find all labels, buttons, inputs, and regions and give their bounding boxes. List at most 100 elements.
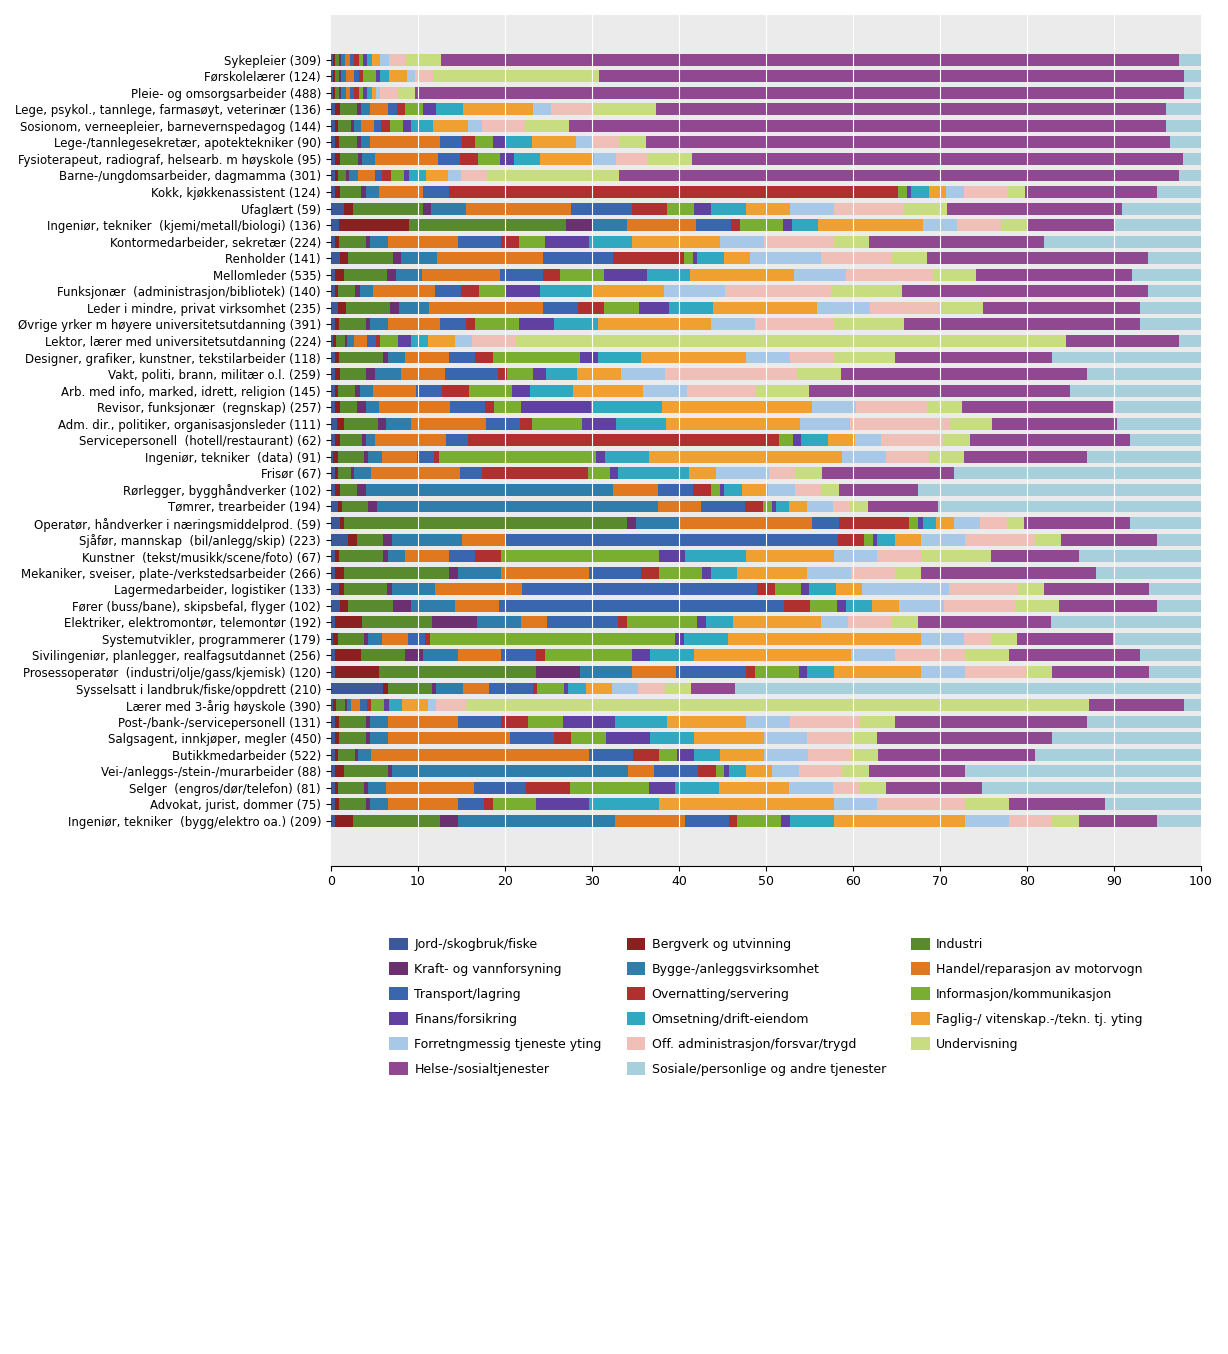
Bar: [338, 501, 343, 512]
Bar: [684, 252, 693, 264]
Bar: [904, 203, 947, 214]
Bar: [921, 550, 991, 562]
Bar: [373, 286, 435, 298]
Bar: [543, 252, 614, 264]
Bar: [382, 169, 392, 181]
Bar: [965, 650, 1008, 661]
Bar: [747, 716, 790, 727]
Bar: [355, 70, 359, 83]
Bar: [459, 467, 481, 479]
Bar: [781, 815, 790, 827]
Bar: [438, 153, 460, 165]
Bar: [764, 749, 808, 761]
Bar: [475, 550, 501, 562]
Bar: [375, 435, 446, 447]
Bar: [755, 666, 798, 678]
Bar: [350, 54, 354, 65]
Bar: [711, 203, 747, 214]
Bar: [982, 781, 1201, 793]
Bar: [716, 467, 769, 479]
Bar: [632, 236, 720, 248]
Bar: [626, 517, 636, 529]
Bar: [868, 501, 938, 512]
Bar: [1184, 87, 1201, 99]
Bar: [368, 781, 386, 793]
Bar: [554, 733, 571, 745]
Bar: [338, 385, 355, 397]
Bar: [696, 219, 731, 232]
Bar: [790, 716, 860, 727]
Bar: [335, 650, 361, 661]
Bar: [501, 236, 518, 248]
Bar: [747, 550, 834, 562]
Bar: [569, 682, 586, 695]
Bar: [846, 269, 932, 280]
Bar: [474, 781, 526, 793]
Bar: [366, 716, 370, 727]
Bar: [416, 451, 435, 463]
Bar: [834, 799, 878, 810]
Bar: [922, 517, 936, 529]
Bar: [725, 483, 742, 496]
Bar: [668, 716, 747, 727]
Bar: [361, 650, 405, 661]
Bar: [725, 765, 728, 777]
Bar: [795, 467, 822, 479]
Bar: [330, 632, 333, 645]
Bar: [349, 169, 357, 181]
Bar: [372, 87, 376, 99]
Bar: [1105, 799, 1201, 810]
Bar: [1148, 666, 1201, 678]
Bar: [392, 169, 404, 181]
Bar: [386, 418, 411, 429]
Bar: [1179, 169, 1201, 181]
Bar: [833, 781, 860, 793]
Bar: [408, 632, 425, 645]
Bar: [790, 352, 834, 363]
Bar: [598, 352, 641, 363]
Bar: [764, 236, 834, 248]
Bar: [1008, 185, 1025, 198]
Bar: [885, 451, 930, 463]
Bar: [438, 451, 597, 463]
Bar: [619, 169, 1179, 181]
Bar: [694, 733, 764, 745]
Bar: [643, 385, 686, 397]
Bar: [801, 584, 809, 596]
Bar: [383, 352, 388, 363]
Bar: [501, 567, 588, 578]
Bar: [440, 318, 467, 330]
Bar: [492, 799, 537, 810]
Bar: [330, 318, 335, 330]
Bar: [808, 749, 851, 761]
Bar: [458, 650, 501, 661]
Bar: [592, 219, 626, 232]
Bar: [550, 103, 594, 115]
Bar: [341, 54, 345, 65]
Bar: [878, 799, 965, 810]
Bar: [485, 401, 494, 413]
Bar: [677, 749, 694, 761]
Bar: [357, 749, 371, 761]
Bar: [422, 185, 449, 198]
Bar: [415, 87, 1184, 99]
Bar: [946, 185, 964, 198]
Bar: [338, 749, 355, 761]
Bar: [391, 302, 399, 314]
Bar: [790, 501, 807, 512]
Bar: [406, 54, 441, 65]
Bar: [921, 567, 1097, 578]
Bar: [340, 517, 344, 529]
Bar: [847, 616, 892, 628]
Bar: [357, 401, 366, 413]
Bar: [892, 252, 927, 264]
Bar: [658, 501, 701, 512]
Bar: [822, 252, 892, 264]
Bar: [330, 666, 335, 678]
Bar: [432, 616, 476, 628]
Bar: [1097, 567, 1201, 578]
Bar: [432, 70, 599, 83]
Bar: [588, 799, 658, 810]
Bar: [335, 781, 338, 793]
Bar: [964, 451, 1087, 463]
